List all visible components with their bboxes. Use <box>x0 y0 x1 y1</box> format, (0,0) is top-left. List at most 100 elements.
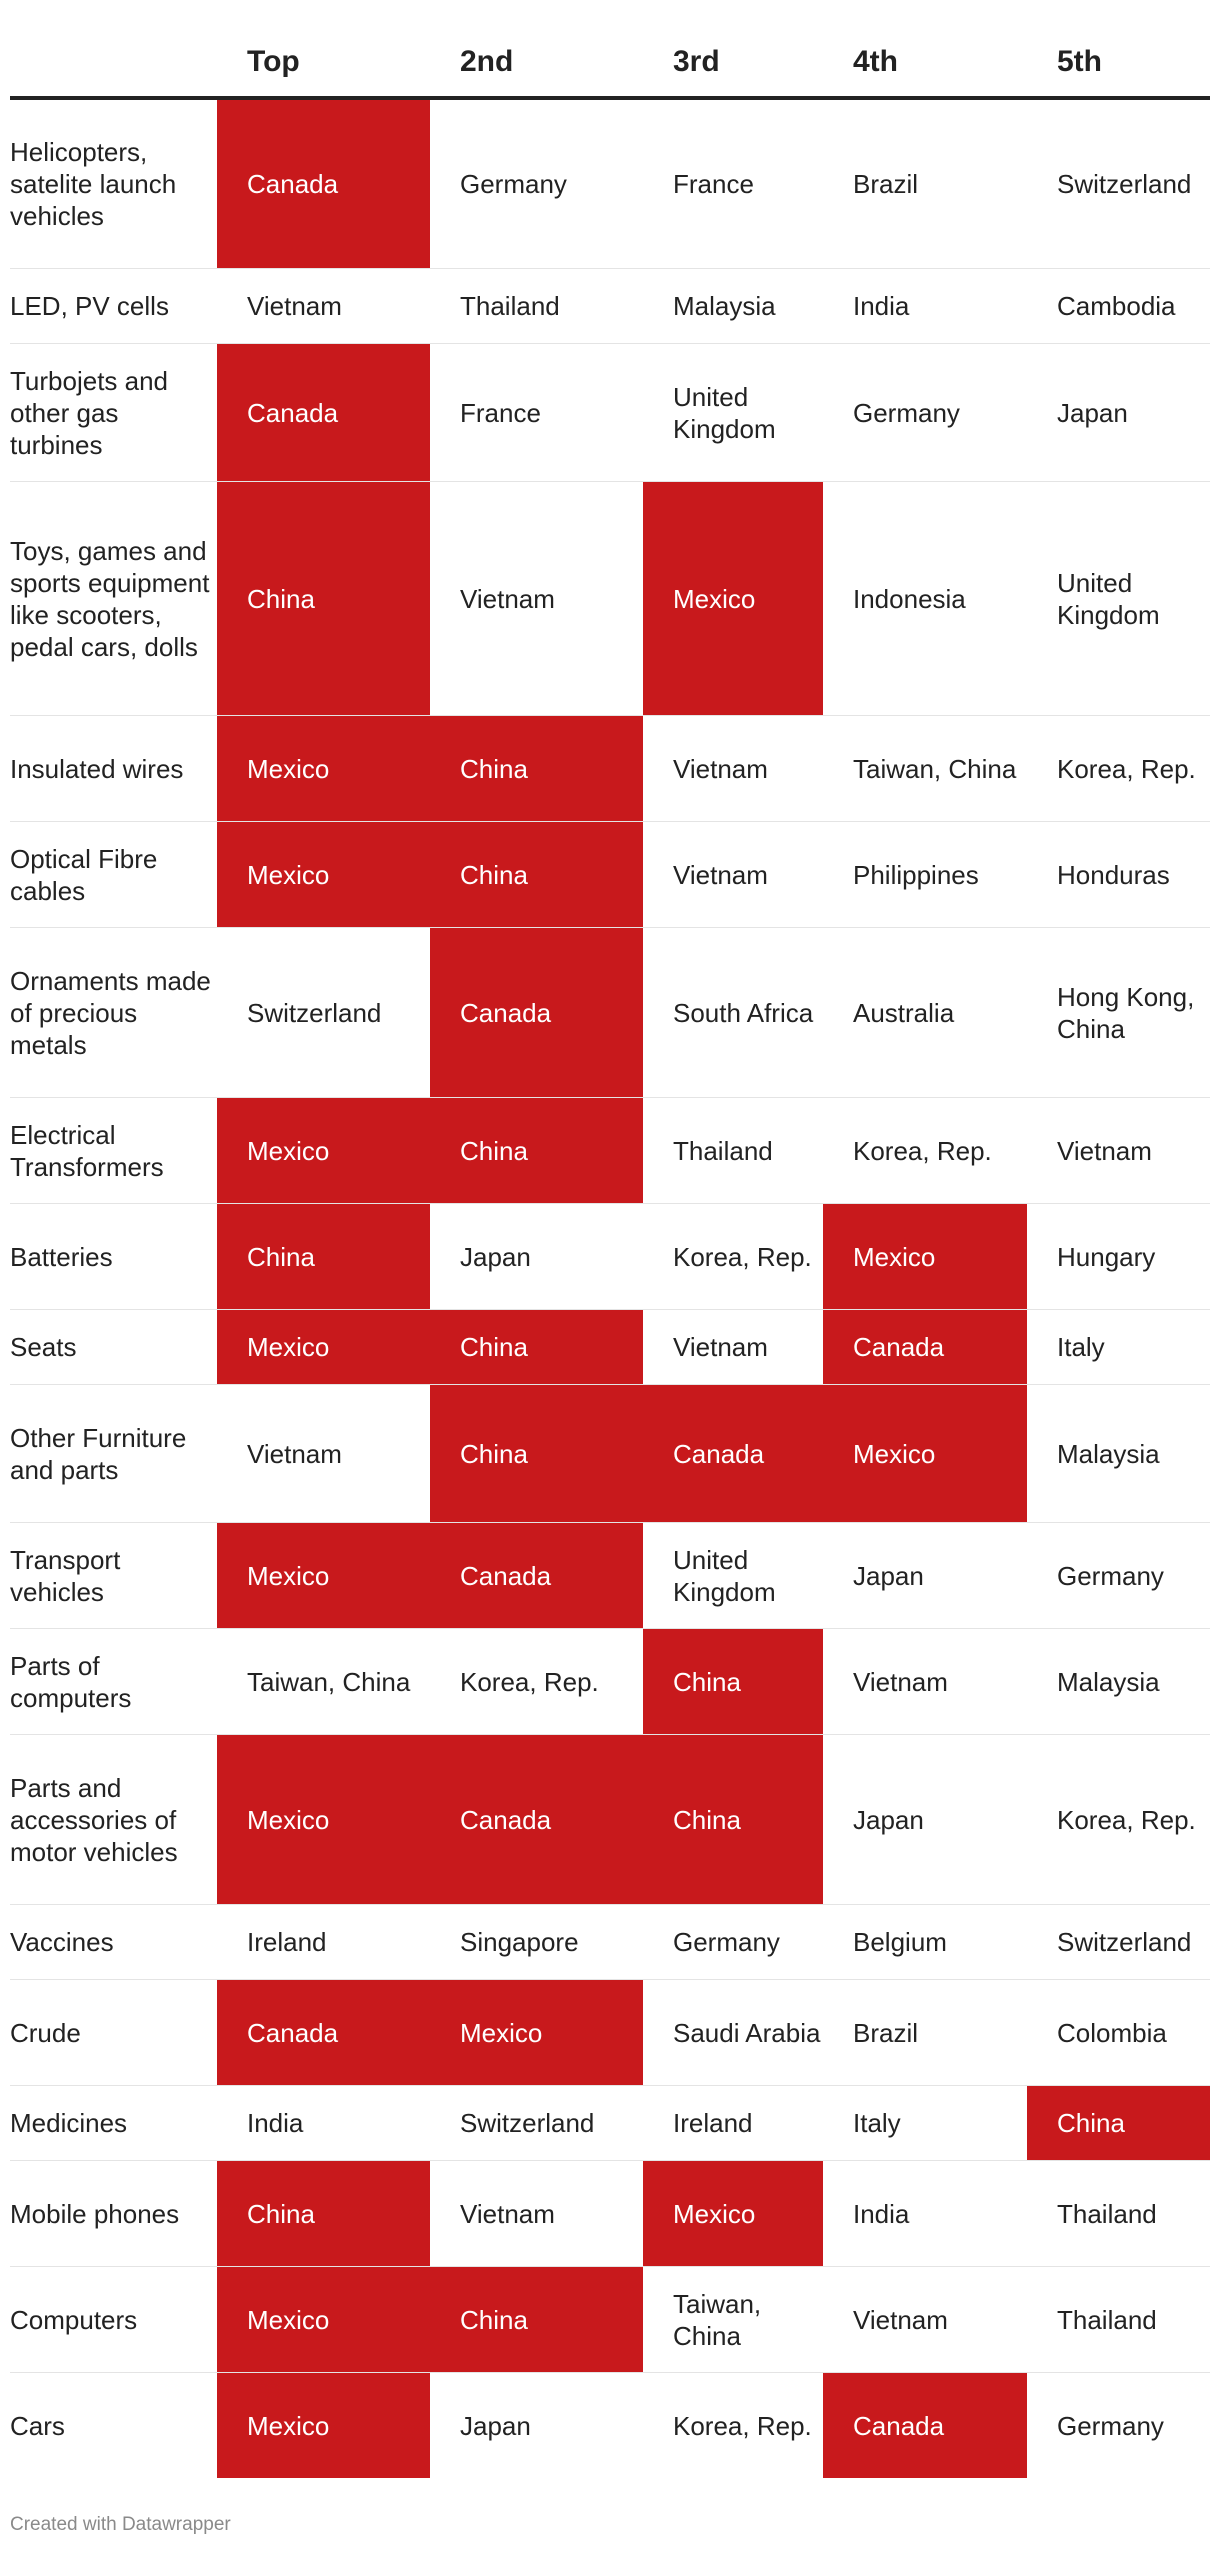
table-row: Optical Fibre cables Mexico China Vietnam Ph… <box>10 821 1210 927</box>
table-row: Toys, games and sports equipment like sc… <box>10 481 1210 715</box>
highlighted-country-cell: Canada <box>643 1385 823 1522</box>
footer-credit: Created with Datawrapper <box>10 2514 231 2535</box>
country-cell: Australia <box>853 997 955 1028</box>
country-cell: Italy <box>853 2108 901 2138</box>
country-cell: Thailand <box>1057 2304 1157 2335</box>
country-cell: Vietnam <box>853 1666 948 1697</box>
highlighted-country-cell: China <box>430 1385 643 1522</box>
country-cell: United Kingdom <box>1057 567 1160 630</box>
highlighted-country-cell: Mexico <box>643 482 823 715</box>
country-cell: Indonesia <box>853 583 966 614</box>
highlighted-country-cell: Mexico <box>823 1385 1027 1522</box>
country-cell: Korea, Rep. <box>673 2410 812 2441</box>
country-cell: Vietnam <box>673 859 768 890</box>
country-cell: Vietnam <box>247 291 342 321</box>
country-cell: Korea, Rep. <box>853 1135 992 1166</box>
product-label: LED, PV cells <box>10 291 169 321</box>
country-cell: Hungary <box>1057 1241 1156 1272</box>
table-row: Ornaments made of precious metals Switzer… <box>10 927 1210 1097</box>
table-row: LED, PV cells Vietnam Thailand Malaysia Indi… <box>10 268 1210 343</box>
highlighted-country-cell: Mexico <box>643 2161 823 2266</box>
country-cell: Korea, Rep. <box>673 1241 812 1272</box>
country-cell: India <box>853 291 910 321</box>
highlighted-country-cell: China <box>1027 2086 1210 2160</box>
product-label: Medicines <box>10 2108 128 2138</box>
highlighted-country-cell: China <box>217 1204 430 1309</box>
country-cell: Japan <box>1057 397 1128 428</box>
highlighted-country-cell: China <box>430 716 643 821</box>
highlighted-country-cell: Canada <box>430 1735 643 1904</box>
highlighted-country-cell: China <box>430 1310 643 1384</box>
highlighted-country-cell: Mexico <box>823 1204 1027 1309</box>
highlighted-country-cell: Mexico <box>217 1310 430 1384</box>
product-label: Turbojets and other gas turbines <box>10 365 169 460</box>
country-cell: Vietnam <box>673 753 768 784</box>
table-row: Turbojets and other gas turbines Canada Fr… <box>10 343 1210 481</box>
country-cell: Malaysia <box>1057 1666 1160 1697</box>
country-cell: Brazil <box>853 169 919 199</box>
product-label: Optical Fibre cables <box>10 843 158 906</box>
column-header-3: 3rd <box>673 45 720 78</box>
country-cell: Vietnam <box>460 583 555 614</box>
country-cell: Saudi Arabia <box>673 2017 821 2048</box>
column-header-5: 5th <box>1057 45 1102 78</box>
country-cell: France <box>673 169 754 199</box>
country-cell: Cambodia <box>1057 291 1176 321</box>
product-label: Transport vehicles <box>10 1544 121 1607</box>
country-cell: Switzerland <box>247 997 382 1028</box>
highlighted-country-cell: Canada <box>217 1980 430 2085</box>
table-row: Mobile phones China Vietnam Mexico India Thai… <box>10 2160 1210 2266</box>
highlighted-country-cell: China <box>430 822 643 927</box>
country-cell: Japan <box>460 2410 531 2441</box>
country-cell: Korea, Rep. <box>460 1666 599 1697</box>
table-row: Batteries China Japan Korea, Rep. Mexico Hung… <box>10 1203 1210 1309</box>
column-header-2: 2nd <box>460 45 514 78</box>
table-row: Insulated wires Mexico China Vietnam Taiwan,… <box>10 715 1210 821</box>
highlighted-country-cell: China <box>643 1629 823 1734</box>
country-cell: Belgium <box>853 1927 947 1957</box>
product-label: Vaccines <box>10 1927 114 1957</box>
product-label: Electrical Transformers <box>10 1119 164 1182</box>
highlighted-country-cell: Canada <box>823 1310 1027 1384</box>
country-cell: India <box>247 2108 304 2138</box>
table-row: Vaccines Ireland Singapore Germany Belgium Sw… <box>10 1904 1210 1979</box>
product-label: Parts and accessories of motor vehicles <box>10 1772 178 1867</box>
country-cell: Japan <box>853 1560 924 1591</box>
country-cell: Vietnam <box>460 2198 555 2229</box>
country-cell: Thailand <box>1057 2198 1157 2229</box>
country-cell: Italy <box>1057 1332 1105 1362</box>
product-label: Toys, games and sports equipment like sc… <box>10 535 210 662</box>
country-cell: Germany <box>673 1927 780 1957</box>
column-header-1: Top <box>247 45 300 78</box>
highlighted-country-cell: Canada <box>430 928 643 1097</box>
highlighted-country-cell: Mexico <box>217 1523 430 1628</box>
product-label: Batteries <box>10 1241 113 1272</box>
country-cell: India <box>853 2198 910 2229</box>
country-cell: Korea, Rep. <box>1057 753 1196 784</box>
product-label: Mobile phones <box>10 2198 180 2229</box>
product-label: Other Furniture and parts <box>10 1422 187 1485</box>
highlighted-country-cell: Canada <box>430 1523 643 1628</box>
country-cell: Korea, Rep. <box>1057 1804 1196 1835</box>
country-cell: Thailand <box>673 1135 773 1166</box>
country-cell: Switzerland <box>460 2108 595 2138</box>
country-cell: Japan <box>460 1241 531 1272</box>
country-cell: Vietnam <box>1057 1135 1152 1166</box>
highlighted-country-cell: China <box>643 1735 823 1904</box>
country-cell: Vietnam <box>673 1332 768 1362</box>
country-cell: Hong Kong, China <box>1057 981 1195 1044</box>
product-label: Seats <box>10 1332 77 1362</box>
product-label: Cars <box>10 2410 65 2441</box>
product-label: Parts of computers <box>10 1650 132 1713</box>
country-cell: Ireland <box>673 2108 753 2138</box>
country-cell: Malaysia <box>673 291 776 321</box>
country-cell: Taiwan, China <box>853 753 1017 784</box>
highlighted-country-cell: Mexico <box>217 2267 430 2372</box>
table-row: Parts of computers Taiwan, China Korea, Re… <box>10 1628 1210 1734</box>
table-row: Medicines India Switzerland Ireland Italy Chi… <box>10 2085 1210 2160</box>
table-row: Cars Mexico Japan Korea, Rep. Canada Germany <box>10 2372 1210 2478</box>
highlighted-country-cell: Canada <box>823 2373 1027 2478</box>
country-cell: Germany <box>1057 1560 1164 1591</box>
highlighted-country-cell: Canada <box>217 100 430 268</box>
product-label: Insulated wires <box>10 753 184 784</box>
